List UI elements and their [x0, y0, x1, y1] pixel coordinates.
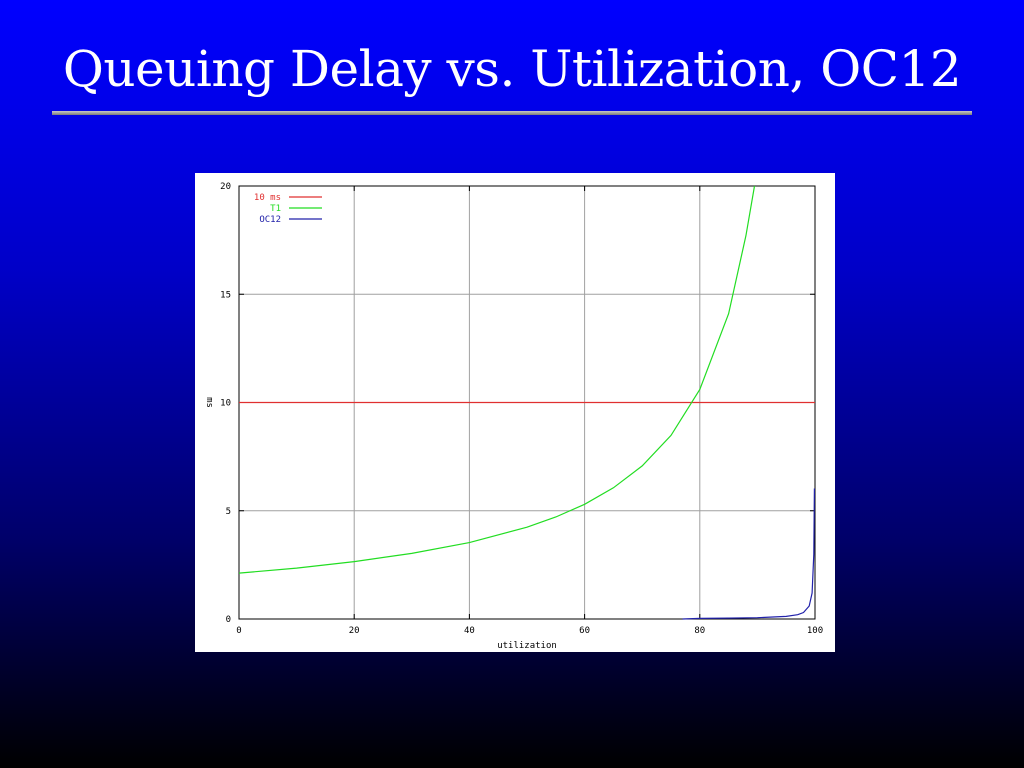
legend-label: T1	[270, 204, 281, 214]
y-tick-label: 15	[220, 290, 231, 300]
chart-panel: 0 20 40 60 80 100 0 5 10 15 20 10 ms T1 OC12 utiliza…	[195, 173, 835, 652]
legend-label: 10 ms	[254, 193, 281, 203]
legend-label: OC12	[259, 215, 281, 225]
y-tick-label: 5	[226, 507, 231, 517]
y-tick-label: 20	[220, 182, 231, 192]
y-axis-label: ms	[204, 397, 214, 408]
x-tick-label: 80	[694, 626, 705, 636]
x-axis-label: utilization	[497, 641, 557, 651]
tick-layer: 0 20 40 60 80 100 0 5 10 15 20	[220, 182, 823, 636]
x-tick-label: 60	[579, 626, 590, 636]
x-tick-label: 20	[349, 626, 360, 636]
series-line-t1	[238, 185, 756, 574]
x-tick-label: 40	[464, 626, 475, 636]
y-tick-label: 10	[220, 399, 231, 409]
series-layer	[238, 185, 815, 620]
slide-title: Queuing Delay vs. Utilization, OC12	[62, 40, 962, 98]
series-line-oc12	[682, 488, 815, 620]
x-tick-label: 100	[807, 626, 823, 636]
y-tick-label: 0	[226, 615, 231, 625]
x-tick-label: 0	[236, 626, 241, 636]
title-divider	[52, 111, 972, 115]
